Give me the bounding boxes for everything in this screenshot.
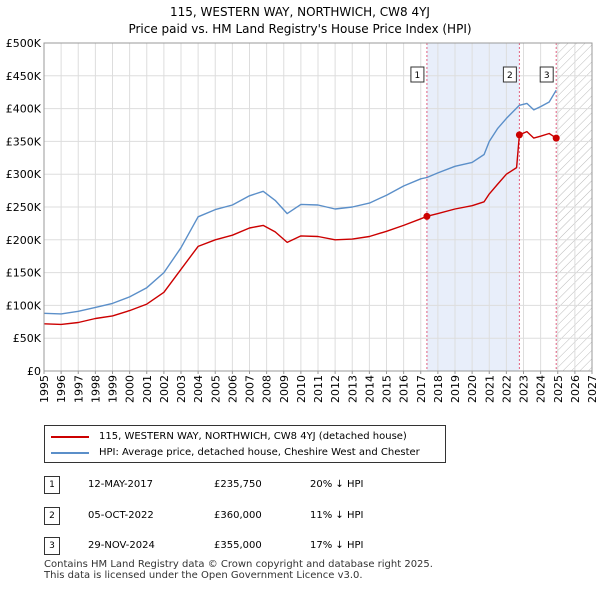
x-tick-label: 2011 (312, 375, 325, 403)
x-tick-label: 2025 (552, 375, 565, 403)
x-tick-label: 2004 (192, 375, 205, 403)
sale-point (423, 212, 431, 220)
footer-licence: This data is licensed under the Open Gov… (44, 570, 363, 581)
x-tick-label: 2010 (295, 375, 308, 403)
x-tick-label: 2022 (500, 375, 513, 403)
sale-point (515, 131, 523, 139)
sale-number-badge: 3 (44, 537, 60, 555)
x-tick-label: 2026 (569, 375, 582, 403)
y-tick-label: £200K (6, 234, 42, 247)
x-tick-label: 2006 (226, 375, 239, 403)
x-tick-label: 2007 (244, 375, 257, 403)
table-row: 3 29-NOV-2024 £355,000 17% ↓ HPI (0, 537, 600, 555)
sale-date: 05-OCT-2022 (88, 510, 154, 521)
legend: 115, WESTERN WAY, NORTHWICH, CW8 4YJ (de… (44, 425, 446, 463)
x-tick-label: 2000 (124, 375, 137, 403)
x-tick-label: 2018 (432, 375, 445, 403)
sale-hpi-diff: 17% ↓ HPI (310, 540, 364, 551)
table-row: 2 05-OCT-2022 £360,000 11% ↓ HPI (0, 507, 600, 525)
hpi-line (43, 89, 557, 315)
legend-label-price-paid: 115, WESTERN WAY, NORTHWICH, CW8 4YJ (de… (99, 431, 407, 442)
price-paid-line (43, 130, 557, 326)
y-tick-label: £50K (13, 332, 42, 345)
sale-price: £235,750 (214, 479, 262, 490)
x-tick-label: 1996 (55, 375, 68, 403)
chart-title: 115, WESTERN WAY, NORTHWICH, CW8 4YJ Pri… (0, 4, 600, 38)
x-tick-label: 2005 (209, 375, 222, 403)
x-tick-label: 2016 (398, 375, 411, 403)
y-tick-label: £450K (6, 70, 42, 83)
x-tick-label: 1997 (72, 375, 85, 403)
price-chart: 1 2 3 £0 £50K £100K £150K £200K £250K £300K £350K… (6, 37, 599, 403)
x-tick-label: 1999 (107, 375, 120, 403)
sale-date: 29-NOV-2024 (88, 540, 155, 551)
x-tick-label: 2009 (278, 375, 291, 403)
legend-label-hpi: HPI: Average price, detached house, Ches… (99, 447, 420, 458)
x-tick-label: 2002 (158, 375, 171, 403)
y-tick-label: £350K (6, 135, 42, 148)
x-tick-label: 2013 (346, 375, 359, 403)
y-tick-label: £250K (6, 201, 42, 214)
legend-swatch-hpi (51, 452, 89, 454)
sale-number-badge: 1 (44, 476, 60, 494)
chart-title-line1: 115, WESTERN WAY, NORTHWICH, CW8 4YJ (170, 5, 430, 19)
x-tick-label: 2008 (261, 375, 274, 403)
x-tick-label: 1998 (89, 375, 102, 403)
sale-label-number: 2 (507, 71, 513, 81)
y-tick-label: £300K (6, 168, 42, 181)
table-row: 1 12-MAY-2017 £235,750 20% ↓ HPI (0, 476, 600, 494)
x-tick-label: 2001 (141, 375, 154, 403)
y-tick-label: £500K (6, 37, 42, 50)
x-tick-label: 2027 (586, 375, 599, 403)
sale-label-number: 3 (544, 71, 550, 81)
x-tick-label: 2019 (449, 375, 462, 403)
x-tick-label: 2024 (535, 375, 548, 403)
sale-label-number: 1 (415, 71, 421, 81)
y-tick-label: £100K (6, 299, 42, 312)
x-tick-label: 2003 (175, 375, 188, 403)
x-tick-label: 2012 (329, 375, 342, 403)
chart-title-line2: Price paid vs. HM Land Registry's House … (128, 22, 472, 36)
sale-date: 12-MAY-2017 (88, 479, 154, 490)
footer-copyright: Contains HM Land Registry data © Crown c… (44, 559, 433, 570)
sale-point (552, 134, 560, 142)
x-tick-label: 2017 (415, 375, 428, 403)
y-tick-label: £0 (27, 365, 41, 378)
x-tick-label: 2023 (518, 375, 531, 403)
x-tick-label: 2021 (483, 375, 496, 403)
sale-label-box (539, 66, 554, 83)
x-tick-label: 2015 (381, 375, 394, 403)
x-tick-label: 2020 (466, 375, 479, 403)
x-tick-label: 2014 (363, 375, 376, 403)
sale-number-badge: 2 (44, 507, 60, 525)
sale-label-box (410, 66, 425, 83)
sale-price: £355,000 (214, 540, 262, 551)
sale-hpi-diff: 11% ↓ HPI (310, 510, 364, 521)
y-tick-label: £400K (6, 103, 42, 116)
legend-swatch-price-paid (51, 436, 89, 438)
footer: Contains HM Land Registry data © Crown c… (44, 559, 433, 581)
y-tick-label: £150K (6, 267, 42, 280)
sale-hpi-diff: 20% ↓ HPI (310, 479, 364, 490)
sale-label-box (502, 66, 517, 83)
sales-table: 1 12-MAY-2017 £235,750 20% ↓ HPI 2 05-OC… (0, 474, 600, 564)
sale-price: £360,000 (214, 510, 262, 521)
x-tick-label: 1995 (38, 375, 51, 403)
